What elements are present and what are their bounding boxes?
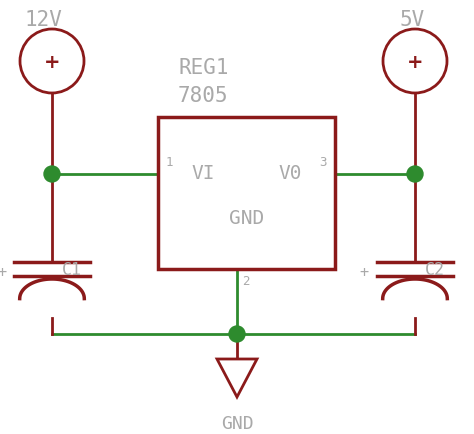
Text: GND: GND <box>229 209 264 228</box>
Text: +: + <box>0 264 6 279</box>
Text: GND: GND <box>221 414 253 432</box>
Polygon shape <box>217 359 257 397</box>
Text: 7805: 7805 <box>178 86 228 106</box>
Text: 12V: 12V <box>24 10 62 30</box>
Text: +: + <box>407 53 423 71</box>
Text: C2: C2 <box>425 260 445 278</box>
Circle shape <box>407 167 423 183</box>
Circle shape <box>44 167 60 183</box>
Text: V0: V0 <box>278 164 302 183</box>
Text: REG1: REG1 <box>178 58 228 78</box>
Text: 3: 3 <box>319 156 327 169</box>
Text: 2: 2 <box>242 274 249 287</box>
Text: VI: VI <box>191 164 215 183</box>
Bar <box>158 118 335 270</box>
Text: +: + <box>360 264 369 279</box>
Text: C1: C1 <box>62 260 82 278</box>
Text: +: + <box>44 53 60 71</box>
Text: 1: 1 <box>166 156 173 169</box>
Text: 5V: 5V <box>400 10 425 30</box>
Circle shape <box>229 326 245 342</box>
